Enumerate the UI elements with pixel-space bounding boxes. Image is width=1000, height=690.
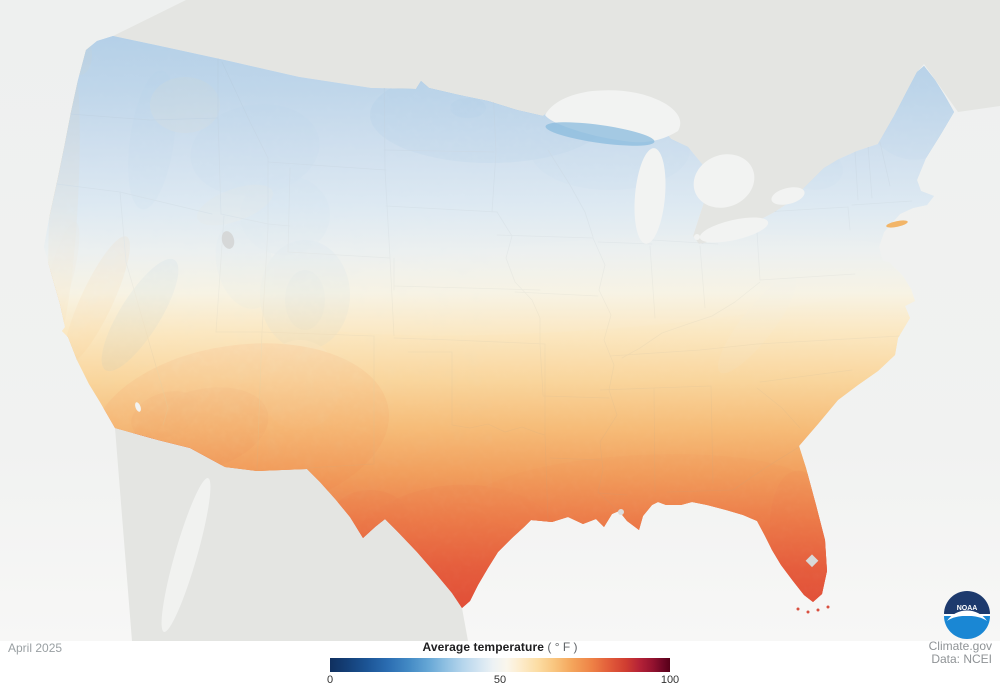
period-label: April 2025 — [8, 641, 63, 655]
legend-tick-min: 0 — [326, 674, 334, 686]
great-lakes — [545, 90, 805, 244]
legend-tick-mid: 50 — [493, 674, 507, 686]
legend-title-text: Average temperature — [422, 640, 545, 654]
florida-keys — [796, 605, 830, 614]
noaa-logo-text: NOAA — [957, 605, 978, 612]
canada-landmass — [113, 0, 1000, 244]
legend-title: Average temperature ( ° F ) — [330, 640, 670, 654]
mexico-landmass — [115, 428, 468, 641]
legend-ticks: 0 50 100 — [326, 674, 679, 688]
attribution: Climate.gov Data: NCEI — [929, 640, 992, 666]
temperature-legend: Average temperature ( ° F ) 0 50 100 — [326, 640, 679, 688]
small-water-features — [135, 231, 819, 568]
us-temperature-map: NOAA — [0, 0, 1000, 641]
attribution-data-source: Data: NCEI — [931, 652, 992, 666]
gulf-of-california — [161, 478, 211, 632]
attribution-source: Climate.gov — [928, 639, 992, 653]
legend-unit: ( ° F ) — [547, 640, 578, 654]
legend-tick-max: 100 — [660, 674, 680, 686]
legend-colorbar — [330, 658, 670, 672]
noaa-logo: NOAA — [944, 591, 990, 639]
long-island — [886, 220, 908, 228]
